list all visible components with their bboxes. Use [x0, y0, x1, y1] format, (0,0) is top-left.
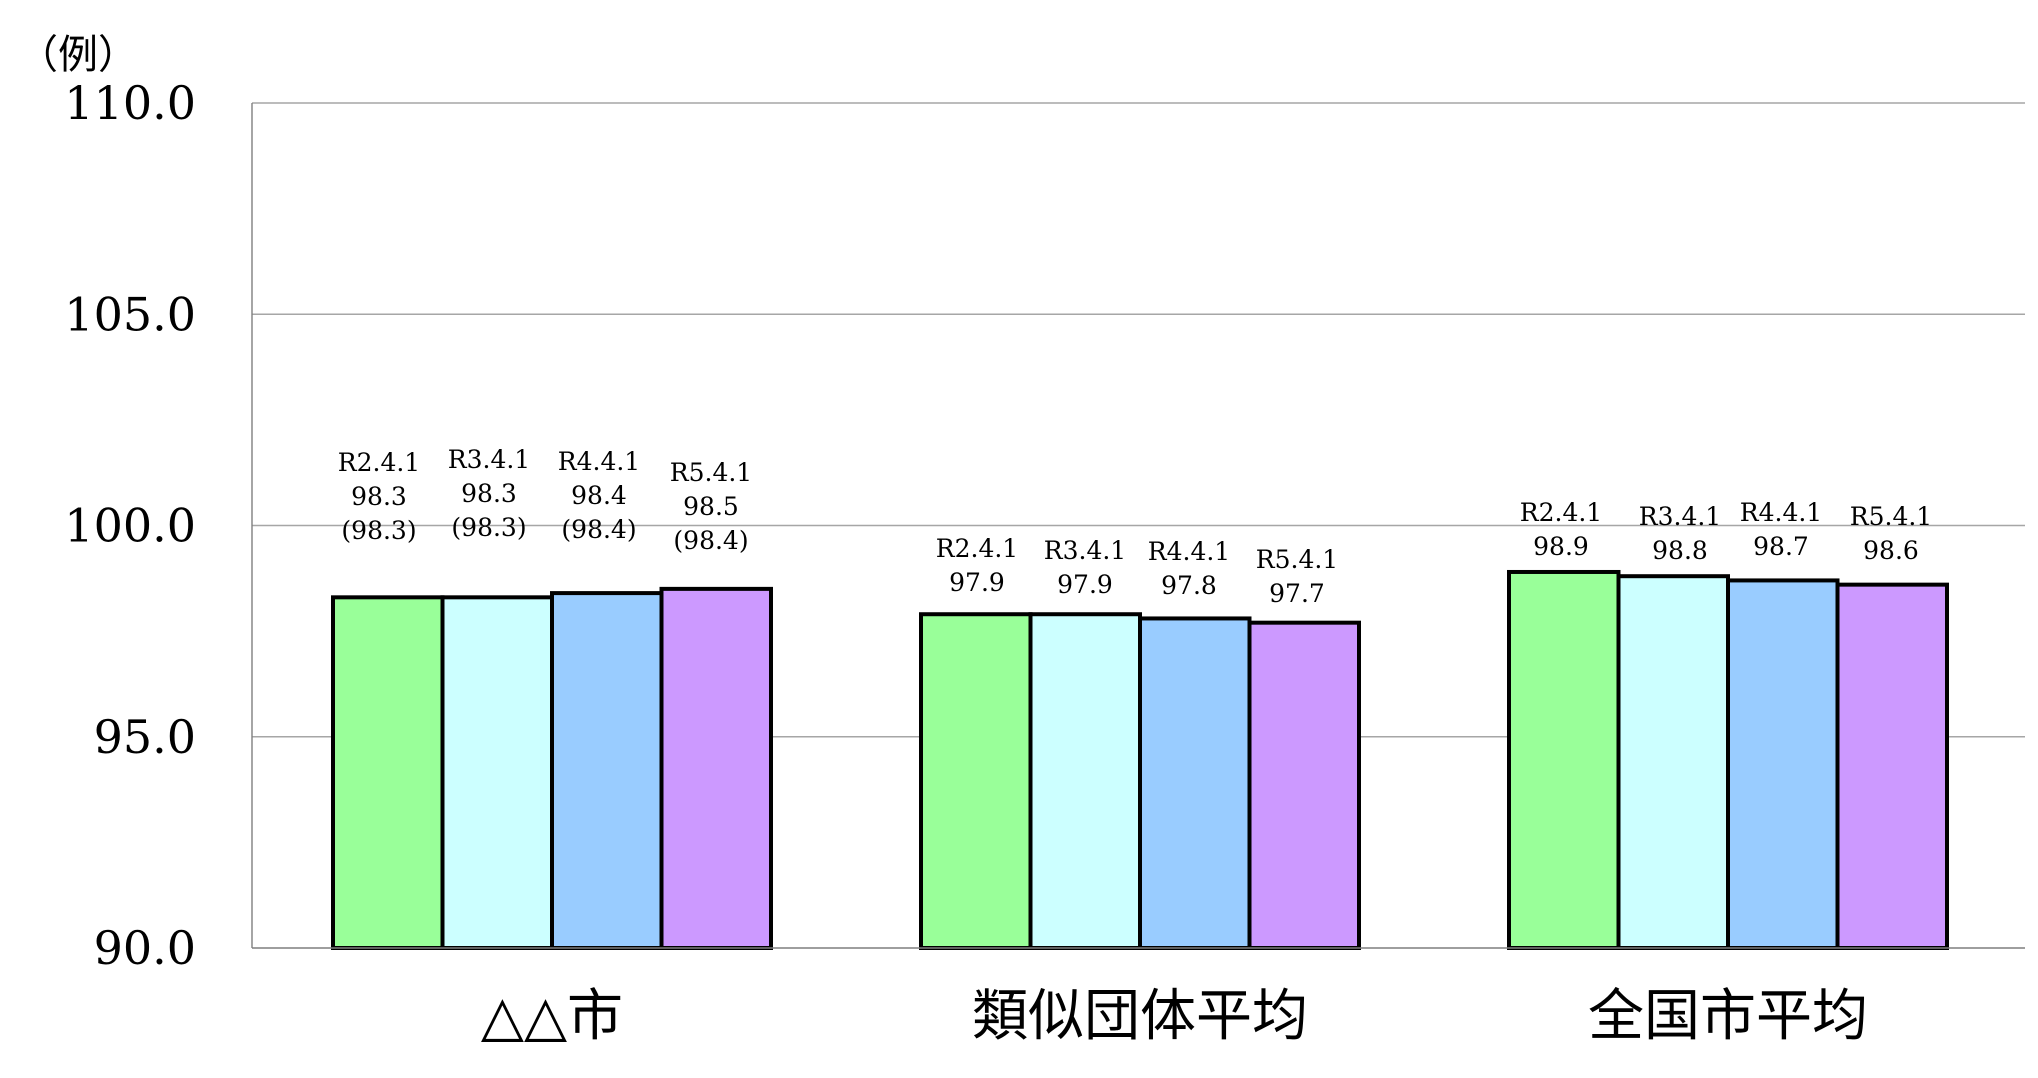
y-tick-label: 105.0: [64, 287, 196, 341]
bar: [1835, 582, 1949, 951]
bar: [331, 595, 445, 950]
bar-value-label: 97.8: [1161, 571, 1217, 600]
bar: [1507, 569, 1621, 950]
bar-value-label: 98.6: [1863, 536, 1919, 565]
bar-sub-label: (98.3): [341, 516, 416, 545]
bar: [550, 591, 664, 950]
bar-value-label: 98.5: [683, 492, 739, 521]
bar-date-label: R5.4.1: [1256, 545, 1338, 574]
bar-value-label: 98.9: [1533, 532, 1589, 561]
y-unit-label: （例）: [18, 32, 138, 78]
category-label: 類似団体平均: [972, 984, 1308, 1049]
bar: [1138, 616, 1252, 950]
bar: [1028, 612, 1142, 950]
bar: [1726, 578, 1840, 950]
axes: 110.0 105.0 100.0 95.0 90.0 △△市 類似団体平均 全国市平均: [64, 76, 2025, 1049]
bar-date-label: R4.4.1: [558, 447, 640, 476]
bar-date-label: R5.4.1: [1850, 502, 1932, 531]
bars: [331, 569, 1949, 951]
bar-value-label: 98.8: [1652, 536, 1708, 565]
bar-labels: R2.4.1 98.3 (98.3) R3.4.1 98.3 (98.3) R4.4.1 98…: [338, 445, 1932, 608]
bar-sub-label: (98.4): [673, 526, 748, 555]
bar: [440, 595, 554, 950]
y-tick-label: 95.0: [94, 710, 196, 764]
bar-date-label: R2.4.1: [338, 448, 420, 477]
bar-date-label: R4.4.1: [1740, 498, 1822, 527]
y-tick-label: 100.0: [64, 499, 196, 553]
bar-date-label: R3.4.1: [448, 445, 530, 474]
bar-date-label: R4.4.1: [1148, 537, 1230, 566]
bar-value-label: 98.3: [351, 482, 407, 511]
bar-date-label: R2.4.1: [1520, 498, 1602, 527]
y-tick-label: 90.0: [94, 921, 196, 975]
bar-value-label: 98.7: [1753, 532, 1809, 561]
bar-date-label: R3.4.1: [1044, 536, 1126, 565]
bar-date-label: R5.4.1: [670, 458, 752, 487]
y-tick-label: 110.0: [64, 76, 196, 130]
bar-value-label: 98.3: [461, 479, 517, 508]
bar: [1247, 620, 1361, 950]
category-label: 全国市平均: [1588, 984, 1868, 1049]
bar: [919, 612, 1033, 950]
bar: [659, 586, 773, 950]
bar-value-label: 97.7: [1269, 579, 1325, 608]
bar-date-label: R2.4.1: [936, 534, 1018, 563]
category-label: △△市: [481, 984, 623, 1049]
bar-sub-label: (98.3): [451, 513, 526, 542]
bar-value-label: 98.4: [571, 481, 627, 510]
bar: [1616, 574, 1730, 950]
bar-sub-label: (98.4): [561, 515, 636, 544]
bar-value-label: 97.9: [949, 568, 1005, 597]
bar-value-label: 97.9: [1057, 570, 1113, 599]
bar-date-label: R3.4.1: [1639, 502, 1721, 531]
